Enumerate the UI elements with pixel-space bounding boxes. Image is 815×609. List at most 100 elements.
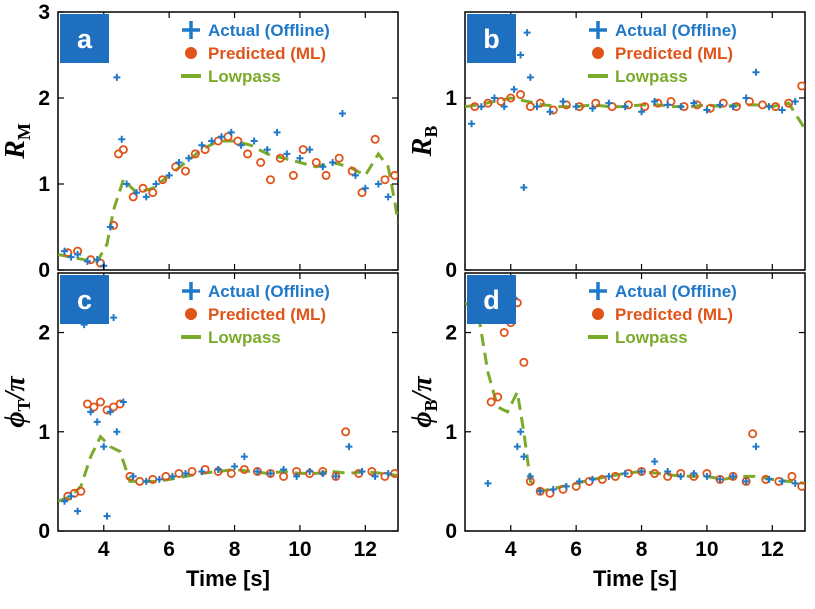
actual-point bbox=[638, 467, 646, 475]
predicted-point bbox=[118, 145, 128, 155]
y-tick-label: 0 bbox=[38, 259, 50, 282]
actual-point bbox=[182, 469, 189, 477]
legend-label: Predicted (ML) bbox=[615, 305, 733, 324]
actual-point bbox=[338, 109, 346, 117]
y-label-subscript: B bbox=[421, 126, 441, 138]
y-tick-label: 1 bbox=[38, 421, 50, 444]
predicted-point bbox=[341, 427, 351, 437]
actual-point bbox=[332, 472, 340, 480]
predicted-point bbox=[784, 98, 794, 108]
predicted-point bbox=[331, 471, 341, 481]
y-axis-label: ϕT/π bbox=[0, 376, 34, 428]
actual-point bbox=[231, 463, 239, 470]
actual-point bbox=[523, 29, 531, 37]
actual-point bbox=[106, 408, 114, 416]
predicted-point bbox=[288, 170, 298, 180]
x-axis-label: Time [s] bbox=[593, 566, 677, 591]
actual-point bbox=[214, 465, 222, 473]
actual-point bbox=[280, 465, 288, 473]
actual-point bbox=[142, 193, 150, 201]
actual-point bbox=[765, 103, 773, 111]
actual-point bbox=[267, 469, 274, 477]
actual-point bbox=[306, 467, 314, 475]
predicted-point bbox=[226, 468, 236, 478]
legend: Actual (Offline) Predicted (ML) Lowpass bbox=[588, 21, 737, 86]
predicted-point bbox=[89, 402, 99, 412]
x-tick-label: 12 bbox=[761, 538, 784, 561]
predicted-point bbox=[637, 466, 647, 476]
legend-label: Lowpass bbox=[615, 67, 688, 86]
axes-frame bbox=[464, 272, 806, 532]
actual-point bbox=[253, 467, 261, 475]
x-tick-label: 8 bbox=[229, 538, 241, 561]
predicted-point bbox=[797, 81, 805, 91]
y-tick-label: 0 bbox=[445, 520, 457, 543]
predicted-point bbox=[728, 471, 738, 481]
actual-point bbox=[716, 101, 724, 109]
actual-point bbox=[93, 418, 101, 426]
actual-point bbox=[729, 472, 737, 480]
actual-point bbox=[517, 428, 525, 436]
predicted-point bbox=[506, 93, 516, 103]
y-axis-label: RB bbox=[407, 126, 441, 158]
legend-label: Actual (Offline) bbox=[208, 21, 330, 40]
actual-point bbox=[293, 472, 301, 480]
actual-point bbox=[329, 159, 337, 166]
predicted-point bbox=[243, 149, 253, 159]
actual-point bbox=[716, 475, 724, 483]
actual-point bbox=[533, 103, 541, 111]
predicted-point bbox=[591, 98, 601, 108]
actual-point bbox=[765, 475, 773, 483]
actual-point bbox=[74, 251, 82, 259]
panel-badge-box bbox=[467, 275, 516, 324]
actual-point bbox=[690, 99, 698, 107]
actual-point bbox=[517, 51, 525, 59]
actual-point bbox=[664, 101, 672, 109]
legend-label: Actual (Offline) bbox=[615, 282, 737, 301]
actual-point bbox=[296, 154, 304, 162]
predicted-point bbox=[239, 464, 249, 474]
legend: Actual (Offline) Predicted (ML) Lowpass bbox=[181, 21, 330, 86]
actual-point bbox=[468, 120, 476, 128]
y-tick-label: 2 bbox=[38, 87, 50, 110]
legend-label: Lowpass bbox=[208, 67, 281, 86]
actual-point bbox=[484, 479, 492, 487]
lowpass-line bbox=[58, 139, 398, 264]
actual-point bbox=[83, 257, 91, 265]
actual-point bbox=[520, 183, 528, 191]
actual-point bbox=[510, 85, 518, 93]
actual-point bbox=[513, 443, 521, 451]
actual-point bbox=[87, 408, 95, 416]
actual-point bbox=[526, 73, 534, 81]
actual-point bbox=[106, 223, 114, 231]
legend-marker-actual bbox=[182, 21, 200, 39]
actual-point bbox=[729, 103, 737, 111]
x-tick-label: 4 bbox=[98, 538, 110, 561]
y-axis-label: ϕB/π bbox=[407, 376, 441, 428]
actual-point bbox=[384, 193, 392, 201]
panel-letter: d bbox=[483, 285, 500, 315]
actual-point bbox=[113, 73, 121, 81]
y-tick-label: 0 bbox=[38, 520, 50, 543]
predicted-point bbox=[519, 357, 529, 367]
predicted-point bbox=[486, 397, 496, 407]
y-label-main: ϕ bbox=[407, 411, 438, 427]
actual-point bbox=[791, 479, 799, 487]
y-tick-label: 2 bbox=[445, 322, 457, 345]
actual-point bbox=[690, 469, 698, 477]
actual-point bbox=[778, 477, 786, 485]
legend-label: Predicted (ML) bbox=[615, 44, 733, 63]
actual-point bbox=[168, 472, 176, 480]
actual-point bbox=[103, 512, 111, 520]
actual-point bbox=[319, 469, 327, 477]
predicted-point bbox=[321, 170, 331, 180]
predicted-point bbox=[535, 486, 545, 496]
legend-label: Actual (Offline) bbox=[208, 282, 330, 301]
legend-marker-predicted bbox=[185, 47, 197, 59]
actual-point bbox=[198, 467, 206, 475]
predicted-point bbox=[265, 175, 275, 185]
predicted-point bbox=[787, 471, 797, 481]
legend-label: Actual (Offline) bbox=[615, 21, 737, 40]
